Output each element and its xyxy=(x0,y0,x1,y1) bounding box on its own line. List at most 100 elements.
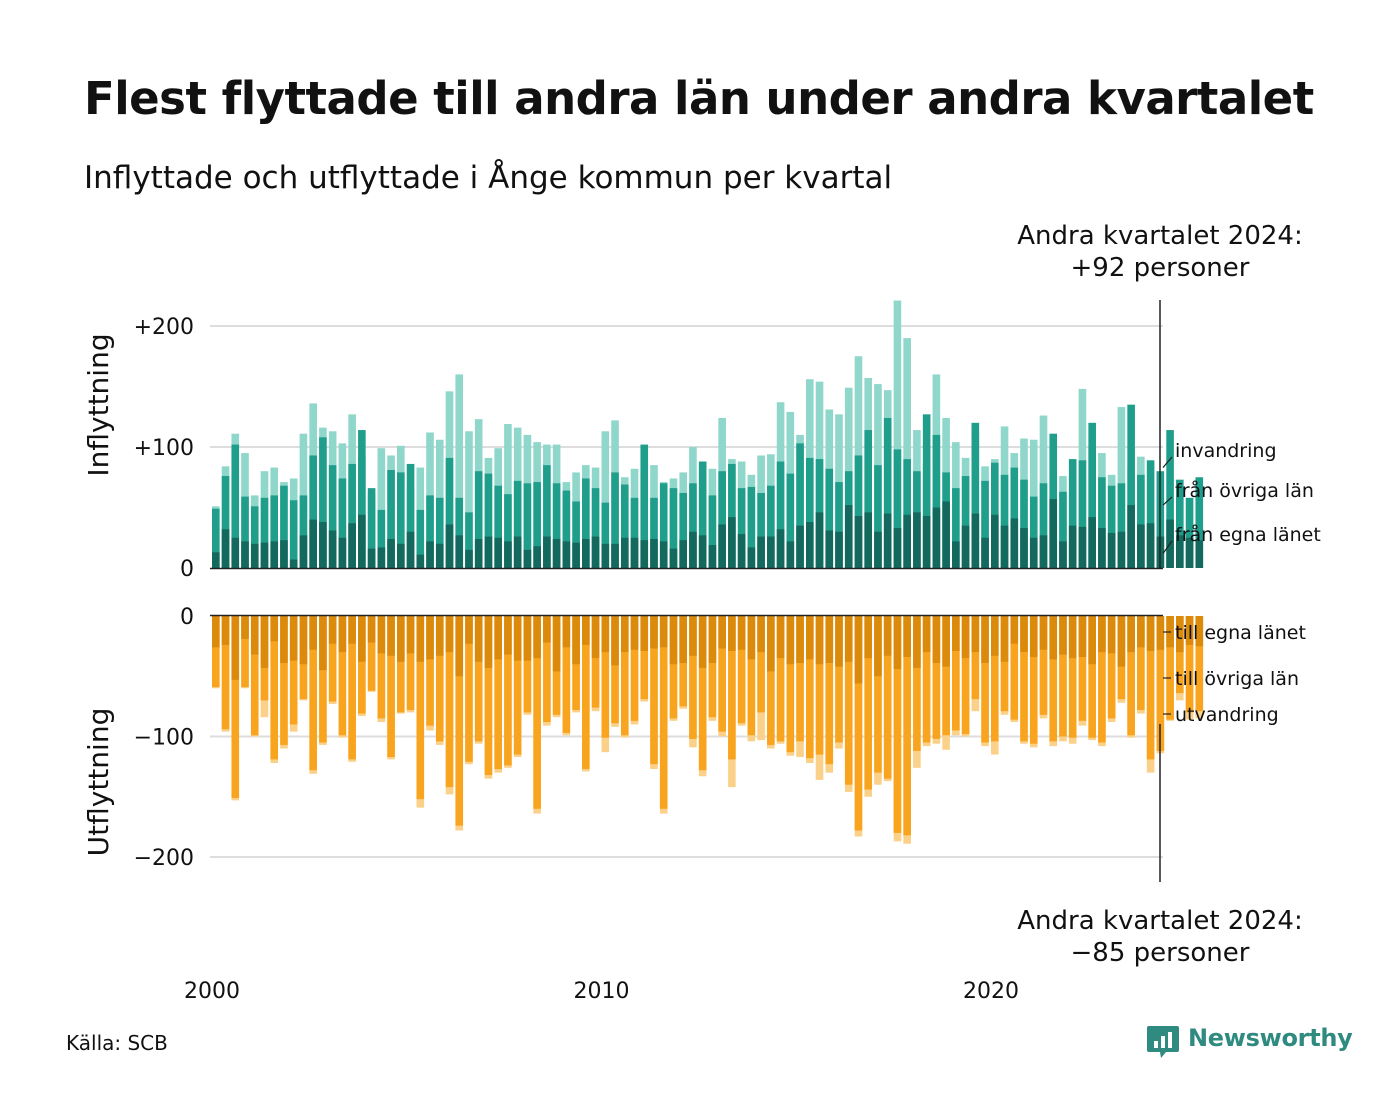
bar-inflytt-ovriga xyxy=(484,473,493,568)
bar-inflytt-egna xyxy=(864,512,873,568)
bar-inflytt-egna xyxy=(1146,523,1155,568)
bar-inflytt-ovriga xyxy=(805,457,814,568)
bar-inflytt-ovriga xyxy=(1000,474,1009,568)
bar-inflytt-ovriga xyxy=(358,430,366,568)
bar-inflytt-egna xyxy=(776,529,785,568)
bar-inflytt-ovriga xyxy=(767,485,775,568)
bar-utflytt-egna xyxy=(377,616,386,654)
bar-utflytt-egna xyxy=(1117,616,1126,667)
bar-utflytt-egna xyxy=(319,616,327,671)
bar-utflytt-ovriga xyxy=(1098,616,1106,743)
bar-inflytt-ovriga xyxy=(445,457,454,568)
upper-series-label: från övriga län xyxy=(1175,479,1314,502)
bar-inflytt-egna xyxy=(1000,525,1009,568)
upper-label-leader xyxy=(1162,496,1173,506)
bar-inflytt-egna xyxy=(786,541,795,568)
bar-utflytt-ovriga xyxy=(903,616,911,836)
bar-inflytt-ovriga xyxy=(260,497,269,568)
bar-utflytt-egna xyxy=(445,616,454,653)
bar-inflytt-ovriga xyxy=(494,485,502,568)
bar-utflytt-egna xyxy=(659,616,668,648)
bar-inflytt-ovriga xyxy=(426,495,434,568)
brand-name: Newsworthy xyxy=(1188,1024,1353,1052)
bar-utflytt-ovriga xyxy=(942,616,950,736)
bar-utflytt-ovriga xyxy=(474,616,483,742)
bar-inflytt-egna xyxy=(504,541,512,568)
bar-utflytt-egna xyxy=(562,616,571,648)
bar-inflytt-egna xyxy=(630,537,639,568)
bar-utflytt-ovriga xyxy=(1029,616,1038,744)
bar-inflytt-egna xyxy=(523,549,532,568)
bar-utflytt-ovriga xyxy=(815,616,824,755)
bar-utflytt-ovriga xyxy=(728,616,736,760)
bar-utflytt-egna xyxy=(474,616,483,662)
bar-inflytt-egna xyxy=(455,535,464,568)
bar-utflytt-ovriga xyxy=(328,616,337,702)
bar-inflytt-ovriga xyxy=(874,465,882,568)
bar-utflytt-egna xyxy=(270,616,279,642)
bar-inflytt-egna xyxy=(484,536,493,568)
bar-inflytt-ovriga xyxy=(601,502,610,568)
upper-ytick-label: +100 xyxy=(134,436,194,461)
bar-utflytt-egna xyxy=(893,616,902,670)
bar-inflytt-ovriga xyxy=(747,486,756,568)
bar-inflytt-egna xyxy=(1029,537,1038,568)
bar-utflytt-ovriga xyxy=(533,616,541,809)
annotation-bottom: Andra kvartalet 2024: −85 personer xyxy=(990,905,1330,969)
bar-inflytt-egna xyxy=(835,531,843,568)
bar-utflytt-ovriga xyxy=(913,616,921,751)
axes: 0 +100 +200 0 −100 −200 Inflyttning Utflyttning… xyxy=(82,300,1163,1004)
bar-utflytt-ovriga xyxy=(543,616,551,723)
bar-utflytt-ovriga xyxy=(718,616,726,732)
bar-inflytt-ovriga xyxy=(1098,477,1106,568)
bar-utflytt-egna xyxy=(260,616,269,668)
bar-utflytt-ovriga xyxy=(1127,616,1135,736)
chart-subtitle: Inflyttade och utflyttade i Ånge kommun … xyxy=(84,160,893,196)
bar-utflytt-egna xyxy=(805,616,814,660)
bar-inflytt-egna xyxy=(494,537,502,568)
bar-inflytt-egna xyxy=(552,538,561,568)
bar-inflytt-ovriga xyxy=(1127,404,1135,568)
bar-inflytt-ovriga xyxy=(708,495,717,568)
bar-inflytt-egna xyxy=(698,535,707,568)
bar-utflytt-egna xyxy=(854,616,863,684)
bar-utflytt-egna xyxy=(231,616,240,680)
bar-inflytt-egna xyxy=(309,519,317,568)
bar-inflytt-egna xyxy=(299,535,308,568)
bar-utflytt-ovriga xyxy=(747,616,756,736)
bar-inflytt-ovriga xyxy=(757,492,765,568)
bar-inflytt-egna xyxy=(358,514,366,568)
bar-utflytt-ovriga xyxy=(767,616,775,745)
bar-utflytt-ovriga xyxy=(952,616,960,731)
bar-inflytt-egna xyxy=(611,543,619,568)
bar-utflytt-ovriga xyxy=(854,616,863,831)
bar-inflytt-egna xyxy=(1068,525,1077,568)
bar-utflytt-egna xyxy=(591,616,600,659)
bar-inflytt-egna xyxy=(1049,499,1058,568)
bar-utflytt-egna xyxy=(620,616,629,653)
bar-inflytt-egna xyxy=(562,541,571,568)
bar-utflytt-egna xyxy=(1156,616,1165,650)
bar-inflytt-egna xyxy=(1176,535,1184,568)
bar-utflytt-egna xyxy=(1185,616,1194,645)
bar-utflytt-egna xyxy=(796,616,804,663)
bar-inflytt-ovriga xyxy=(250,506,259,568)
bar-utflytt-egna xyxy=(1029,616,1038,657)
bar-utflytt-egna xyxy=(961,616,970,659)
bar-inflytt-ovriga xyxy=(435,497,444,568)
bar-utflytt-egna xyxy=(416,616,425,662)
bar-utflytt-egna xyxy=(1146,616,1155,651)
bar-inflytt-ovriga xyxy=(523,483,532,568)
bar-inflytt-egna xyxy=(718,524,726,568)
bar-inflytt-ovriga xyxy=(1088,422,1096,568)
bar-utflytt-egna xyxy=(737,616,746,650)
bar-utflytt-egna xyxy=(825,616,834,663)
bar-utflytt-ovriga xyxy=(708,616,717,718)
bar-utflytt-ovriga xyxy=(582,616,590,770)
bar-utflytt-ovriga xyxy=(844,616,853,785)
bar-utflytt-ovriga xyxy=(250,616,259,736)
bar-inflytt-egna xyxy=(348,523,356,568)
bar-utflytt-ovriga xyxy=(591,616,600,708)
bar-inflytt-ovriga xyxy=(1068,459,1077,568)
